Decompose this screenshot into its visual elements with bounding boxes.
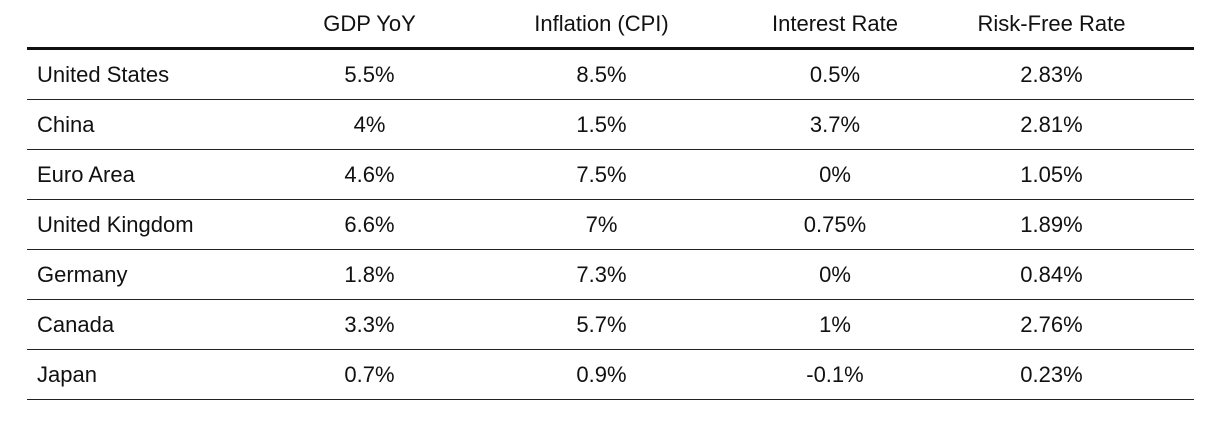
gdp-cell: 5.5% xyxy=(297,48,442,100)
risk-free-rate-cell: 1.89% xyxy=(909,199,1194,250)
inflation-cell: 7.3% xyxy=(442,249,761,300)
risk-free-rate-cell: 0.84% xyxy=(909,249,1194,300)
inflation-cell: 5.7% xyxy=(442,299,761,350)
table-row: China 4% 1.5% 3.7% 2.81% xyxy=(27,99,1194,150)
table-row: Canada 3.3% 5.7% 1% 2.76% xyxy=(27,299,1194,350)
header-country xyxy=(27,0,297,50)
header-row: GDP YoY Inflation (CPI) Interest Rate Ri… xyxy=(27,0,1194,50)
interest-rate-cell: 1% xyxy=(761,299,909,350)
table-row: Japan 0.7% 0.9% -0.1% 0.23% xyxy=(27,349,1194,400)
interest-rate-cell: -0.1% xyxy=(761,349,909,400)
economic-indicators-table-container: GDP YoY Inflation (CPI) Interest Rate Ri… xyxy=(27,0,1194,400)
table-row: United States 5.5% 8.5% 0.5% 2.83% xyxy=(27,48,1194,100)
table-row: United Kingdom 6.6% 7% 0.75% 1.89% xyxy=(27,199,1194,250)
risk-free-rate-cell: 2.81% xyxy=(909,99,1194,150)
inflation-cell: 7% xyxy=(442,199,761,250)
header-gdp-yoy: GDP YoY xyxy=(297,0,442,50)
country-cell: Euro Area xyxy=(27,149,297,200)
country-cell: Canada xyxy=(27,299,297,350)
table-header: GDP YoY Inflation (CPI) Interest Rate Ri… xyxy=(27,0,1194,50)
gdp-cell: 1.8% xyxy=(297,249,442,300)
risk-free-rate-cell: 0.23% xyxy=(909,349,1194,400)
interest-rate-cell: 0% xyxy=(761,149,909,200)
country-cell: China xyxy=(27,99,297,150)
economic-indicators-table: GDP YoY Inflation (CPI) Interest Rate Ri… xyxy=(27,0,1194,400)
header-interest-rate: Interest Rate xyxy=(761,0,909,50)
country-cell: Japan xyxy=(27,349,297,400)
gdp-cell: 6.6% xyxy=(297,199,442,250)
country-cell: United Kingdom xyxy=(27,199,297,250)
interest-rate-cell: 0% xyxy=(761,249,909,300)
inflation-cell: 1.5% xyxy=(442,99,761,150)
risk-free-rate-cell: 2.76% xyxy=(909,299,1194,350)
gdp-cell: 4% xyxy=(297,99,442,150)
gdp-cell: 3.3% xyxy=(297,299,442,350)
interest-rate-cell: 0.75% xyxy=(761,199,909,250)
country-cell: Germany xyxy=(27,249,297,300)
gdp-cell: 4.6% xyxy=(297,149,442,200)
table-row: Germany 1.8% 7.3% 0% 0.84% xyxy=(27,249,1194,300)
inflation-cell: 7.5% xyxy=(442,149,761,200)
risk-free-rate-cell: 2.83% xyxy=(909,48,1194,100)
inflation-cell: 8.5% xyxy=(442,48,761,100)
interest-rate-cell: 3.7% xyxy=(761,99,909,150)
table-row: Euro Area 4.6% 7.5% 0% 1.05% xyxy=(27,149,1194,200)
risk-free-rate-cell: 1.05% xyxy=(909,149,1194,200)
header-risk-free-rate: Risk-Free Rate xyxy=(909,0,1194,50)
header-inflation-cpi: Inflation (CPI) xyxy=(442,0,761,50)
gdp-cell: 0.7% xyxy=(297,349,442,400)
interest-rate-cell: 0.5% xyxy=(761,48,909,100)
table-body: United States 5.5% 8.5% 0.5% 2.83% China… xyxy=(27,48,1194,400)
inflation-cell: 0.9% xyxy=(442,349,761,400)
country-cell: United States xyxy=(27,48,297,100)
